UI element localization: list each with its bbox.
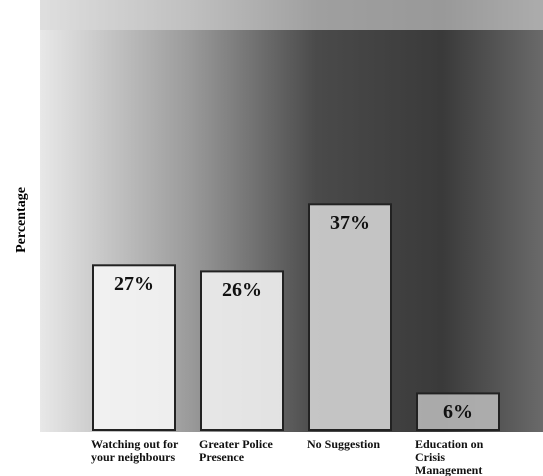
chart-svg: Percentage 27% 26% 37% 6% bbox=[0, 0, 543, 476]
background-shade bbox=[40, 0, 543, 30]
bar bbox=[309, 204, 391, 430]
y-axis-label: Percentage bbox=[14, 187, 29, 253]
value-label: 27% bbox=[114, 273, 154, 295]
value-label: 26% bbox=[222, 279, 262, 301]
x-tick-label: Education on Crisis Management bbox=[415, 438, 511, 476]
value-label: 37% bbox=[330, 212, 370, 234]
x-tick-label: No Suggestion bbox=[307, 438, 403, 451]
x-tick-label: Greater Police Presence bbox=[199, 438, 295, 464]
value-label: 6% bbox=[443, 401, 473, 423]
chart: Percentage 27% 26% 37% 6% Watching out for … bbox=[0, 0, 543, 476]
x-tick-label: Watching out for your neighbours bbox=[91, 438, 195, 464]
